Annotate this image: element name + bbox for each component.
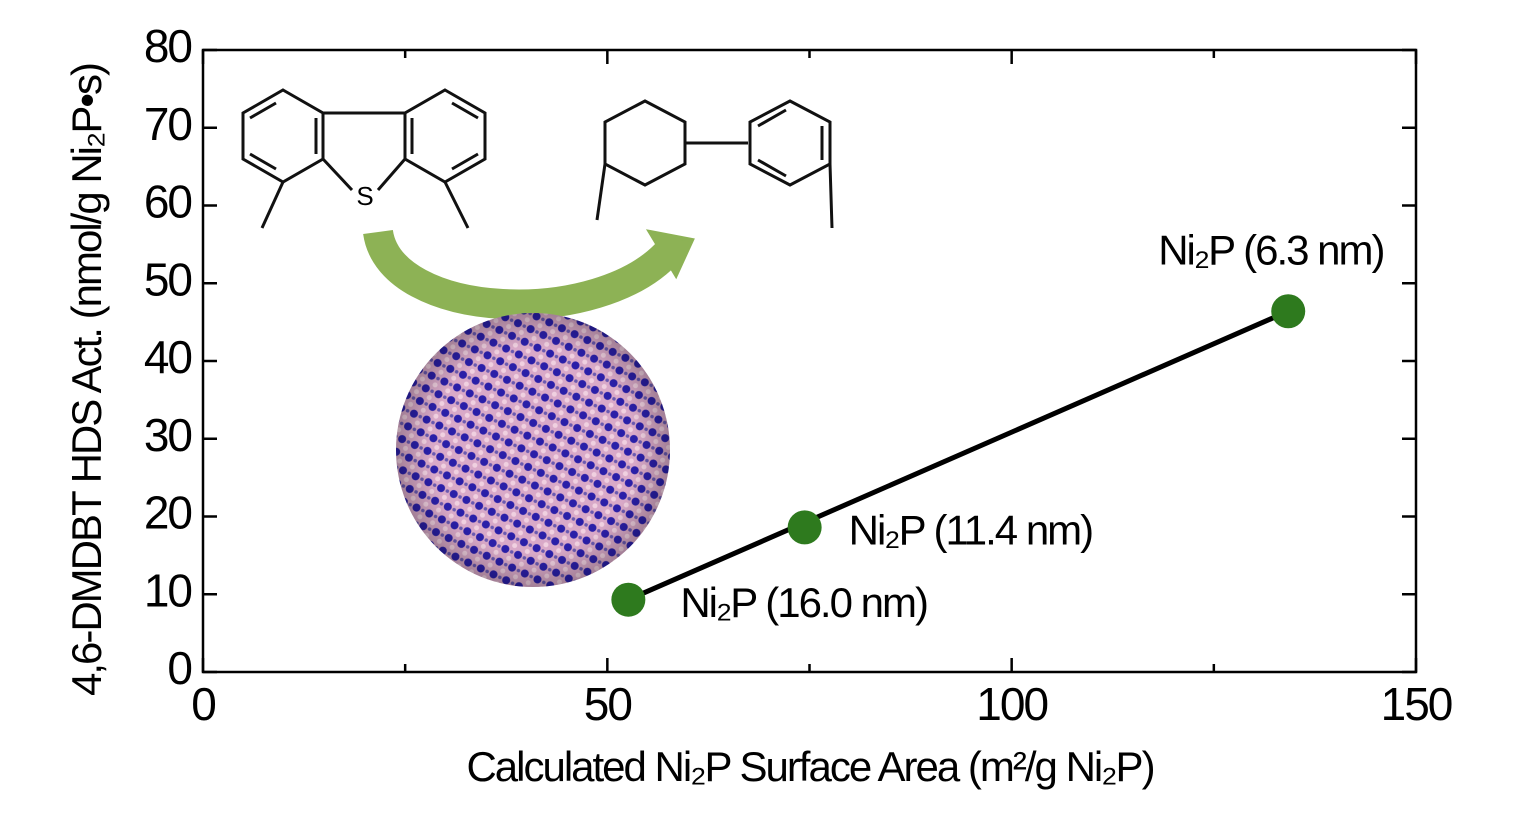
y-tick-label: 50: [144, 253, 192, 305]
y-tick-label: 70: [144, 98, 192, 150]
x-tick-label: 150: [1381, 678, 1452, 730]
y-axis-title: 4,6-DMDBT HDS Act. (nmol/g Ni₂P•s): [63, 64, 110, 696]
y-tick-label: 30: [144, 409, 192, 461]
y-tick-label: 40: [144, 331, 192, 383]
x-axis-title: Calculated Ni₂P Surface Area (m²/g Ni₂P): [466, 743, 1153, 790]
x-tick-label: 0: [191, 678, 215, 730]
y-tick-label: 80: [144, 20, 192, 72]
x-tick-label: 50: [584, 678, 632, 730]
y-tick-label: 10: [144, 564, 192, 616]
fit-line: [627, 308, 1290, 602]
y-tick-label: 20: [144, 487, 192, 539]
x-tick-label: 100: [976, 678, 1047, 730]
y-tick-label: 0: [167, 642, 191, 694]
illustration: [241, 88, 834, 587]
point-label: Ni₂P (16.0 nm): [680, 579, 927, 626]
y-tick-label: 60: [144, 176, 192, 228]
sulfur-label: S: [356, 181, 373, 211]
point-label: Ni₂P (6.3 nm): [1158, 226, 1383, 273]
data-point: [611, 582, 646, 617]
data-point: [787, 510, 822, 545]
data-point: [1271, 294, 1306, 329]
point-label: Ni₂P (11.4 nm): [849, 506, 1093, 553]
